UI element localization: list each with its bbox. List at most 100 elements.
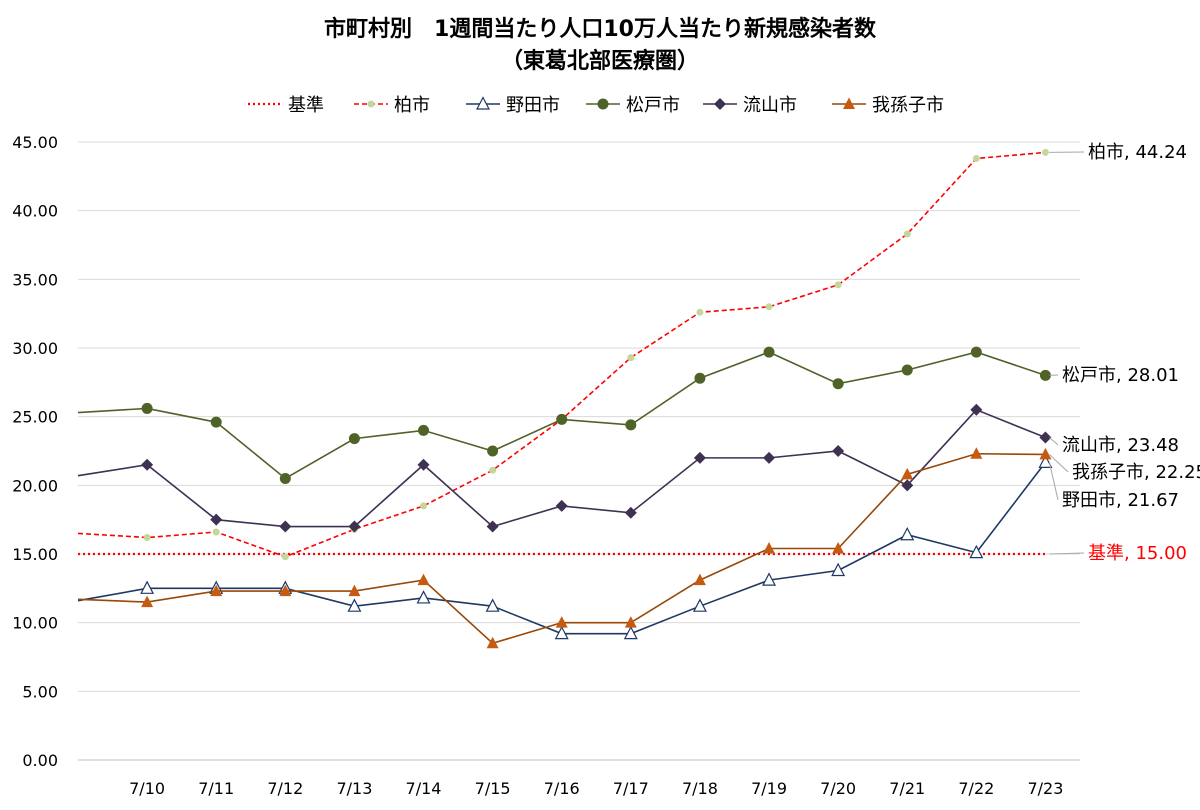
- data-point: [555, 616, 568, 628]
- data-point: [554, 625, 569, 640]
- data-point: [140, 580, 155, 594]
- data-point: [348, 584, 361, 597]
- data-point: [763, 346, 775, 358]
- data-point: [417, 573, 430, 586]
- data-point: [416, 590, 431, 604]
- data-point: [420, 502, 428, 510]
- legend: 基準 柏市 野田市 松戸市 流山市 我孫子市: [248, 95, 944, 116]
- series: [77, 447, 1052, 649]
- x-tick-label: 7/11: [198, 779, 234, 798]
- y-tick-label: 45.00: [12, 133, 58, 152]
- legend-label: 松戸市: [626, 95, 680, 116]
- leader-line: [1049, 454, 1069, 473]
- leader-line: [1049, 437, 1059, 446]
- data-point: [901, 467, 914, 480]
- series-line: [77, 452, 1046, 645]
- legend-label: 我孫子市: [872, 95, 944, 116]
- data-point: [279, 472, 291, 484]
- data-point: [627, 354, 635, 362]
- data-point: [832, 542, 845, 554]
- x-tick-label: 7/19: [751, 779, 787, 798]
- data-point: [972, 154, 980, 162]
- data-point: [832, 445, 845, 457]
- x-axis-ticks: 7/10 7/11 7/12 7/13 7/14 7/15 7/16 7/17 7/18 7/19…: [129, 779, 1063, 798]
- data-point: [1038, 454, 1053, 468]
- x-tick-label: 7/15: [475, 779, 511, 798]
- data-point: [969, 544, 984, 559]
- data-point: [763, 451, 776, 464]
- data-point: [210, 513, 223, 526]
- end-label: 基準, 15.00: [1088, 543, 1187, 564]
- data-point: [141, 595, 154, 608]
- data-point: [1039, 447, 1052, 460]
- data-point: [487, 445, 499, 457]
- legend-item: 流山市: [703, 95, 797, 116]
- end-label: 柏市, 44.24: [1088, 142, 1187, 163]
- x-tick-label: 7/16: [544, 779, 580, 798]
- data-point: [1039, 369, 1051, 381]
- data-point: [212, 528, 220, 536]
- x-tick-label: 7/12: [267, 779, 303, 798]
- data-point: [970, 346, 982, 358]
- x-tick-label: 7/21: [889, 779, 925, 798]
- legend-label: 基準: [288, 95, 324, 116]
- data-point: [900, 526, 915, 541]
- x-tick-label: 7/22: [958, 779, 994, 798]
- series-line: [77, 461, 1047, 635]
- x-tick-label: 7/18: [682, 779, 718, 798]
- series: [77, 454, 1053, 640]
- data-point: [141, 402, 153, 414]
- data-point: [623, 625, 638, 640]
- legend-item: 松戸市: [586, 95, 680, 116]
- y-tick-label: 20.00: [12, 476, 58, 495]
- data-point: [901, 364, 913, 376]
- chart-title: 市町村別 1週間当たり人口10万人当たり新規感染者数: [324, 16, 877, 42]
- x-tick-label: 7/14: [406, 779, 442, 798]
- leader-line: [1048, 462, 1059, 501]
- x-tick-label: 7/17: [613, 779, 649, 798]
- legend-label: 流山市: [743, 95, 797, 116]
- data-point: [970, 403, 983, 416]
- data-point: [834, 281, 842, 289]
- data-point: [281, 553, 289, 561]
- data-point: [696, 308, 704, 316]
- y-tick-label: 25.00: [12, 408, 58, 427]
- data-point: [624, 616, 637, 628]
- legend-label: 柏市: [394, 95, 430, 116]
- data-point: [624, 506, 637, 519]
- data-point: [141, 458, 154, 471]
- data-point: [485, 598, 500, 612]
- leader-line: [1049, 552, 1085, 555]
- data-point: [556, 413, 568, 425]
- data-point: [555, 499, 568, 512]
- data-point: [692, 598, 707, 612]
- y-tick-label: 15.00: [12, 545, 58, 564]
- x-tick-label: 7/20: [820, 779, 856, 798]
- data-point: [714, 98, 726, 110]
- data-point: [625, 419, 637, 431]
- series-layer: [77, 148, 1053, 649]
- y-tick-label: 35.00: [12, 270, 58, 289]
- data-point: [347, 598, 362, 612]
- end-labels: 基準, 15.00 柏市, 44.24 野田市, 21.67 松戸市, 28.01 流山…: [1048, 142, 1200, 564]
- data-point: [143, 534, 151, 542]
- data-point: [903, 230, 911, 238]
- y-tick-label: 5.00: [22, 682, 58, 701]
- data-point: [970, 447, 983, 459]
- legend-label: 野田市: [506, 95, 560, 116]
- y-axis-ticks: 0.00 5.00 10.00 15.00 20.00 25.00 30.00 35.00 40…: [12, 133, 58, 770]
- data-point: [486, 636, 499, 649]
- series: [77, 346, 1051, 484]
- data-point: [489, 466, 497, 474]
- y-tick-label: 0.00: [22, 751, 58, 770]
- data-point: [597, 98, 609, 110]
- data-point: [762, 572, 777, 586]
- x-tick-label: 7/13: [336, 779, 372, 798]
- end-label: 野田市, 21.67: [1062, 490, 1179, 511]
- data-point: [210, 416, 222, 428]
- x-tick-label: 7/23: [1027, 779, 1063, 798]
- data-point: [843, 97, 855, 109]
- data-point: [693, 573, 706, 586]
